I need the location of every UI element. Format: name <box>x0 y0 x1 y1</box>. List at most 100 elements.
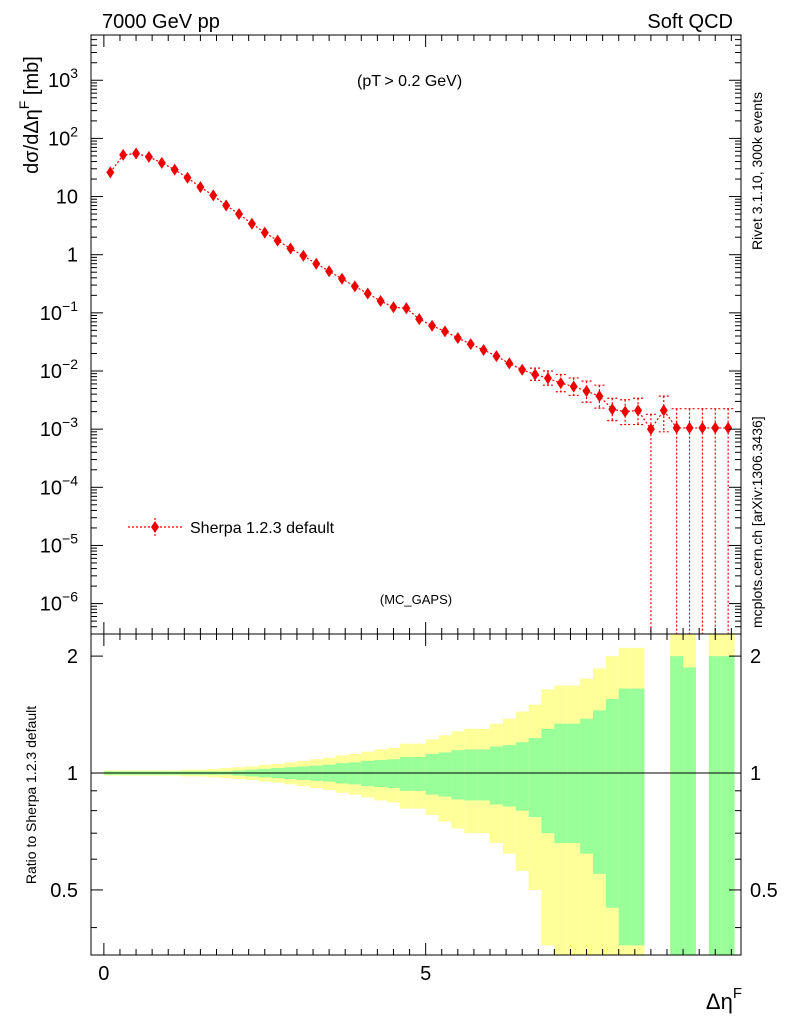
header-right: Soft QCD <box>647 11 733 33</box>
mc-data-point <box>595 390 604 403</box>
axis-ticks <box>91 34 741 955</box>
mc-data-point <box>711 421 720 434</box>
y-tick-exponent: 2 <box>70 123 78 139</box>
stat-band-bin <box>374 760 388 788</box>
y-tick-exponent: −4 <box>62 472 78 488</box>
mc-series <box>106 147 734 634</box>
y-tick-label: 10−3 <box>40 414 78 441</box>
y-tick-label: 10−2 <box>40 356 78 383</box>
mc-data-point <box>312 257 321 270</box>
stat-band-bin <box>592 710 606 874</box>
mc-data-point <box>222 199 231 212</box>
x-tick-label: 0 <box>98 963 109 985</box>
mc-data-point <box>170 163 179 176</box>
y-tick-base: 10 <box>40 361 62 383</box>
y-tick-label: 10−5 <box>40 530 78 557</box>
stat-band-bin <box>502 745 516 807</box>
text-labels: 7000 GeV pp Soft QCD Rivet 3.1.10, 300k … <box>16 11 765 1014</box>
mc-data-point <box>543 372 552 385</box>
mc-data-point <box>325 265 334 278</box>
stat-band-bin <box>541 728 555 834</box>
stat-band-bin <box>387 759 400 789</box>
y-tick-base: 10 <box>48 128 70 150</box>
mc-data-point <box>440 325 449 338</box>
mc-data-point <box>621 405 630 418</box>
legend: Sherpa 1.2.3 default <box>128 518 335 537</box>
stat-band-bin <box>631 688 645 946</box>
stat-band-bin <box>399 756 413 791</box>
header-left: 7000 GeV pp <box>102 11 220 33</box>
legend-label: Sherpa 1.2.3 default <box>190 520 335 537</box>
mc-data-point <box>479 343 488 356</box>
mc-data-point <box>144 150 153 163</box>
mc-data-point <box>531 368 540 381</box>
ratio-uncertainty-bands <box>103 634 735 955</box>
stat-band-bin <box>580 718 593 854</box>
y-tick-exponent: −6 <box>62 589 78 605</box>
mc-data-point <box>389 301 398 314</box>
y-tick-label: 10−1 <box>40 298 78 325</box>
mc-data-point <box>582 385 591 398</box>
mc-data-point <box>132 147 141 160</box>
mcplots-label: mcplots.cern.ch [arXiv:1306.3436] <box>749 416 765 628</box>
mc-data-point <box>119 148 128 161</box>
mc-data-point <box>299 249 308 262</box>
y-tick-label: 102 <box>48 123 78 150</box>
main-plot-frame <box>90 34 742 635</box>
ratio-y-tick-label: 0.5 <box>50 880 78 902</box>
legend-marker <box>151 521 159 533</box>
ratio-y-tick-label-right: 2 <box>750 646 761 668</box>
mc-data-point <box>183 171 192 184</box>
stat-band-bin <box>451 750 465 800</box>
mc-data-point <box>247 217 256 230</box>
stat-band-bin <box>708 656 722 955</box>
mc-data-point <box>556 377 565 390</box>
main-ylabel: dσ/dΔηF [mb] <box>16 56 43 174</box>
mc-data-point <box>646 423 655 436</box>
rivet-label: Rivet 3.1.10, 300k events <box>749 92 765 250</box>
y-tick-label: 1 <box>67 245 78 267</box>
stat-band-bin <box>528 738 542 818</box>
stat-band-bin <box>464 749 478 801</box>
mc-data-point <box>672 421 681 434</box>
mc-data-point <box>659 404 668 417</box>
y-tick-exponent: −2 <box>62 356 78 372</box>
stat-band-bin <box>670 656 684 955</box>
mc-data-point <box>698 421 707 434</box>
cut-annotation: (pT > 0.2 GeV) <box>357 73 462 95</box>
y-tick-exponent: 3 <box>70 65 78 81</box>
mc-data-point <box>492 350 501 363</box>
x-tick-label: 5 <box>420 963 431 985</box>
y-tick-exponent: −5 <box>62 530 78 546</box>
y-tick-base: 10 <box>40 477 62 499</box>
mc-data-point <box>608 403 617 416</box>
ratio-y-tick-label-right: 1 <box>750 763 761 785</box>
mc-data-point <box>337 272 346 285</box>
mc-data-point <box>106 166 115 179</box>
y-tick-label: 103 <box>48 65 78 92</box>
mc-data-point <box>196 181 205 194</box>
mc-tag: (MC_GAPS) <box>380 592 452 607</box>
stat-band-bin <box>683 667 696 955</box>
y-tick-label: 10 <box>56 187 78 209</box>
mc-data-point <box>157 156 166 169</box>
stat-band-bin <box>567 723 581 844</box>
mc-data-point <box>273 234 282 247</box>
mc-data-point <box>402 302 411 315</box>
plot-frames <box>90 34 742 956</box>
mc-data-point <box>634 404 643 417</box>
ratio-y-tick-label: 2 <box>67 646 78 668</box>
y-tick-label: 10−4 <box>40 472 78 499</box>
stat-band-bin <box>618 688 632 946</box>
mc-data-point <box>260 226 269 239</box>
mc-data-point <box>518 363 527 376</box>
mc-data-point <box>569 380 578 393</box>
mc-data-point <box>428 319 437 332</box>
stat-band-bin <box>515 742 529 811</box>
y-tick-exponent: −1 <box>62 298 78 314</box>
stat-band-bin <box>605 699 619 908</box>
stat-band-bin <box>438 752 452 797</box>
y-tick-label: 10−6 <box>40 589 78 616</box>
